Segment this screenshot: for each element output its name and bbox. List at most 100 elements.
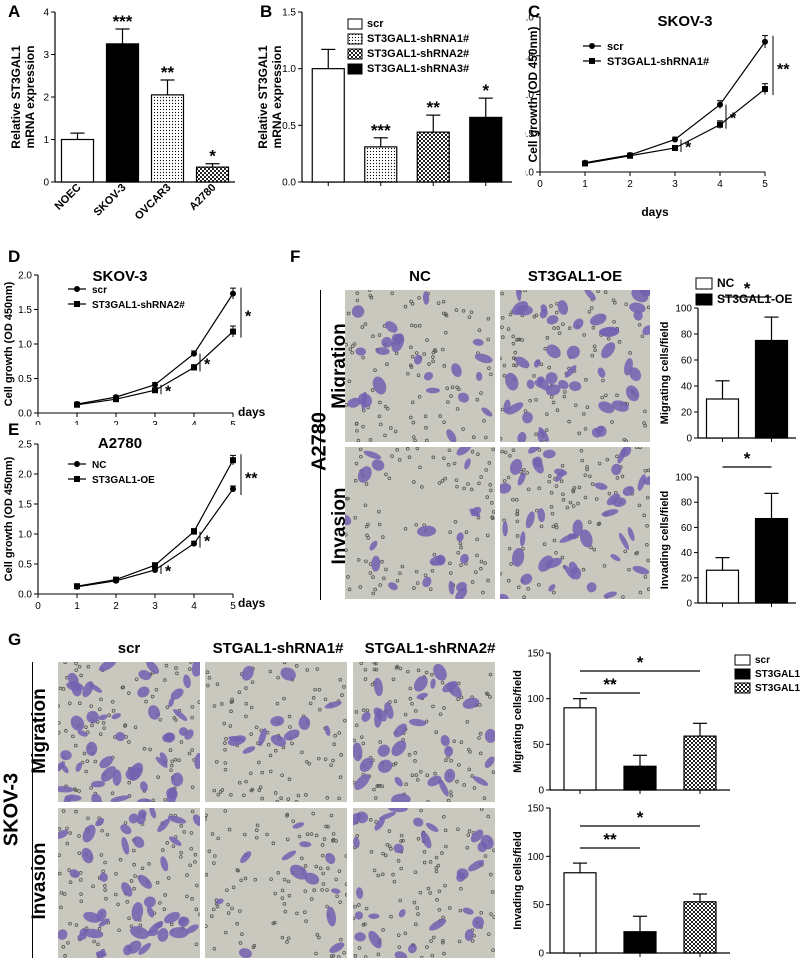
membrane-pore bbox=[216, 836, 221, 841]
membrane-pore bbox=[509, 562, 513, 566]
membrane-pore bbox=[457, 763, 461, 767]
membrane-pore bbox=[92, 939, 96, 944]
stained-cell bbox=[515, 290, 522, 302]
membrane-pore bbox=[565, 505, 570, 510]
y-tick-label: 0.5 bbox=[282, 121, 296, 132]
membrane-pore bbox=[458, 908, 463, 913]
y-tick-label: 60 bbox=[681, 523, 693, 534]
membrane-pore bbox=[592, 547, 597, 552]
x-tick-label: 0 bbox=[35, 420, 41, 425]
stained-cell bbox=[178, 727, 188, 736]
membrane-pore bbox=[587, 520, 592, 524]
membrane-pore bbox=[430, 568, 435, 573]
membrane-pore bbox=[235, 868, 240, 872]
stained-cell bbox=[456, 532, 464, 542]
membrane-pore bbox=[368, 571, 373, 575]
membrane-pore bbox=[500, 436, 503, 441]
membrane-pore bbox=[458, 541, 463, 546]
micrograph-background bbox=[205, 808, 347, 958]
stained-cell bbox=[475, 371, 483, 381]
membrane-pore bbox=[508, 454, 512, 458]
membrane-pore bbox=[645, 542, 649, 547]
data-point bbox=[191, 528, 197, 535]
membrane-pore bbox=[434, 855, 439, 860]
stained-cell bbox=[639, 290, 650, 297]
membrane-pore bbox=[356, 558, 361, 562]
membrane-pore bbox=[326, 866, 330, 871]
membrane-pore bbox=[560, 463, 565, 468]
membrane-pore bbox=[282, 877, 287, 882]
membrane-pore bbox=[354, 422, 359, 426]
membrane-pore bbox=[500, 449, 504, 454]
data-point bbox=[230, 486, 236, 492]
membrane-pore bbox=[492, 848, 495, 853]
membrane-pore bbox=[423, 414, 428, 419]
membrane-pore bbox=[253, 877, 258, 882]
stained-cell bbox=[368, 930, 382, 949]
membrane-pore bbox=[118, 857, 123, 862]
membrane-pore bbox=[613, 300, 617, 305]
membrane-pore bbox=[390, 454, 394, 458]
membrane-pore bbox=[331, 758, 335, 763]
membrane-pore bbox=[110, 791, 115, 796]
stained-cell bbox=[426, 387, 440, 394]
stained-cell bbox=[606, 493, 620, 506]
stained-cell bbox=[611, 400, 629, 412]
x-tick-label: A2780 bbox=[187, 182, 218, 213]
membrane-pore bbox=[403, 712, 408, 717]
membrane-pore bbox=[403, 526, 408, 531]
membrane-pore bbox=[213, 854, 217, 858]
membrane-pore bbox=[646, 468, 650, 473]
membrane-pore bbox=[353, 478, 358, 483]
significance-label: * bbox=[744, 279, 751, 298]
membrane-pore bbox=[357, 946, 362, 950]
membrane-pore bbox=[231, 885, 236, 890]
membrane-pore bbox=[82, 751, 87, 756]
y-tick-label: 0.5 bbox=[18, 374, 32, 385]
stained-cell bbox=[357, 466, 372, 483]
membrane-pore bbox=[486, 578, 490, 583]
membrane-pore bbox=[371, 591, 376, 596]
membrane-pore bbox=[228, 724, 233, 728]
membrane-pore bbox=[544, 428, 549, 433]
bar-1 bbox=[623, 765, 657, 791]
legend-marker bbox=[74, 286, 80, 292]
panel-letter-f: F bbox=[290, 247, 301, 266]
stained-cell bbox=[525, 511, 535, 529]
membrane-pore bbox=[475, 553, 479, 558]
membrane-pore bbox=[487, 461, 492, 465]
membrane-pore bbox=[223, 741, 227, 745]
stained-cell bbox=[416, 525, 437, 537]
membrane-pore bbox=[437, 481, 442, 485]
membrane-pore bbox=[500, 315, 505, 320]
membrane-pore bbox=[304, 793, 308, 797]
x-tick-label: 3 bbox=[152, 420, 158, 425]
stained-cell bbox=[66, 681, 84, 692]
data-point bbox=[152, 387, 158, 394]
data-point bbox=[191, 364, 197, 371]
legend-swatch bbox=[347, 33, 363, 45]
x-tick-label: 3 bbox=[152, 601, 158, 612]
data-point bbox=[582, 160, 588, 167]
micrograph-g-invasion-scr bbox=[58, 808, 200, 958]
stained-cell bbox=[60, 750, 72, 761]
membrane-pore bbox=[158, 901, 162, 905]
y-axis-title-group: Migrating cells/field bbox=[512, 670, 524, 773]
membrane-pore bbox=[638, 590, 643, 595]
stained-cell bbox=[462, 907, 474, 915]
stained-cell bbox=[601, 342, 616, 359]
membrane-pore bbox=[483, 561, 487, 565]
membrane-pore bbox=[444, 758, 448, 763]
stained-cell bbox=[95, 818, 105, 827]
membrane-pore bbox=[187, 751, 192, 756]
membrane-pore bbox=[490, 501, 494, 505]
stained-cell bbox=[393, 723, 407, 738]
membrane-pore bbox=[456, 551, 461, 555]
membrane-pore bbox=[489, 912, 493, 916]
stained-cell bbox=[192, 814, 200, 827]
membrane-pore bbox=[549, 304, 553, 308]
y-tick-label: 2 bbox=[43, 93, 49, 104]
membrane-pore bbox=[323, 697, 328, 702]
legend-swatch bbox=[347, 18, 363, 30]
membrane-pore bbox=[127, 740, 131, 744]
